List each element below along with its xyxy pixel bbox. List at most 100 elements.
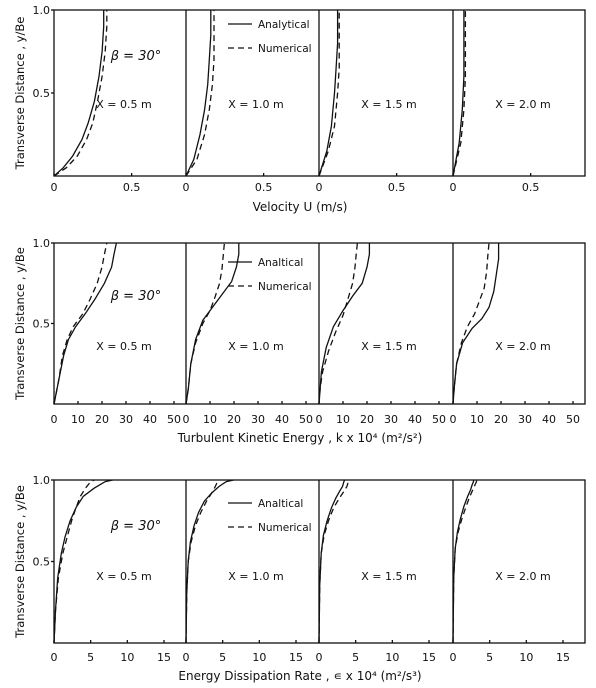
panel-label: X = 0.5 m [96, 98, 151, 111]
x-tick-label: 30 [518, 413, 532, 426]
chart-row-2: Transverse Distance , y/Be 1.0 0.5 0 10 20 30 4… [13, 237, 586, 445]
legend-entry: Numerical [258, 43, 312, 55]
x-tick-label: 0 [51, 413, 58, 426]
x-axis-label: Energy Dissipation Rate , ∊ x 10⁴ (m²/s³… [178, 669, 421, 683]
x-tick-label: 0 [316, 413, 323, 426]
series-numerical-curve [185, 242, 226, 405]
legend: Analtical Numerical [228, 498, 312, 534]
x-tick-label: 15 [157, 651, 171, 664]
panel-label: X = 2.0 m [495, 98, 550, 111]
x-tick-label: 40 [275, 413, 289, 426]
x-tick-label: 20 [227, 413, 241, 426]
x-tick-label: 5 [87, 651, 94, 664]
series-numerical-curve [318, 10, 340, 177]
panel-label: X = 1.5 m [361, 98, 416, 111]
series-analtical-curve [53, 242, 118, 405]
series-analtical-curve [185, 479, 234, 644]
series-analytical-curve [185, 10, 212, 177]
x-tick-label: 5 [486, 651, 493, 664]
chart-row-3: Transverse Distance , y/Be 1.0 0.5 0 5 10 15 X … [13, 474, 586, 683]
series-analtical-curve [185, 243, 240, 405]
x-tick-label: 20 [360, 413, 374, 426]
series-numerical-curve [318, 480, 349, 644]
x-tick-label: 0 [183, 651, 190, 664]
series-numerical-curve [185, 10, 215, 177]
y-tick-label: 1.0 [33, 4, 51, 17]
panel-label: X = 0.5 m [96, 570, 151, 583]
series-analtical-curve [452, 243, 500, 405]
x-tick-label: 0 [450, 651, 457, 664]
x-tick-label: 10 [71, 413, 85, 426]
chart-row-1: Transverse Distance , y/Be 1.0 0.5 0 0.5 X = … [13, 4, 586, 214]
beta-label: β = 30° [110, 289, 162, 304]
series-numerical-curve [53, 242, 108, 405]
series-analtical-curve [318, 479, 346, 644]
series-numerical-curve [452, 242, 490, 405]
x-tick-label: 0 [316, 181, 323, 194]
y-tick-label: 1.0 [33, 474, 51, 487]
x-tick-label: 0 [183, 181, 190, 194]
legend-entry: Numerical [258, 522, 312, 534]
series-analytical-curve [452, 10, 465, 177]
y-axis-label: Transverse Distance , y/Be [13, 247, 27, 401]
legend: Analtical Numerical [228, 257, 312, 293]
x-tick-label: 0.5 [388, 181, 406, 194]
x-tick-label: 10 [519, 651, 533, 664]
legend-entry: Analytical [258, 19, 310, 31]
series-numerical-curve [452, 10, 467, 177]
y-tick-label: 0.5 [33, 87, 51, 100]
panel-label: X = 1.5 m [361, 340, 416, 353]
x-tick-label: 50 [566, 413, 580, 426]
panel-label: X = 2.0 m [495, 570, 550, 583]
x-tick-label: 0.5 [123, 181, 141, 194]
series-numerical-curve [53, 10, 108, 177]
panel-label: X = 1.0 m [228, 570, 283, 583]
y-axis-label: Transverse Distance , y/Be [13, 485, 27, 639]
series-numerical-curve [318, 242, 359, 405]
legend-entry: Analtical [258, 257, 303, 269]
x-tick-label: 10 [470, 413, 484, 426]
x-tick-label: 40 [542, 413, 556, 426]
x-tick-label: 5 [219, 651, 226, 664]
panel-label: X = 1.0 m [228, 98, 283, 111]
x-tick-label: 15 [289, 651, 303, 664]
panel-label: X = 1.5 m [361, 570, 416, 583]
legend-entry: Numerical [258, 281, 312, 293]
x-tick-label: 40 [143, 413, 157, 426]
x-axis-label: Turbulent Kinetic Energy , k x 10⁴ (m²/s… [177, 431, 423, 445]
series-analytical-curve [318, 10, 339, 177]
panel-label: X = 0.5 m [96, 340, 151, 353]
x-axis-label: Velocity U (m/s) [253, 200, 348, 214]
x-tick-label: 15 [422, 651, 436, 664]
x-tick-label: 20 [95, 413, 109, 426]
x-tick-label: 10 [385, 651, 399, 664]
series-numerical-curve [185, 479, 220, 644]
legend-entry: Analtical [258, 498, 303, 510]
x-tick-label: 0.5 [255, 181, 273, 194]
x-tick-label: 30 [119, 413, 133, 426]
series-analtical-curve [452, 480, 475, 644]
x-tick-label: 30 [251, 413, 265, 426]
series-numerical-curve [53, 479, 95, 644]
y-axis-label: Transverse Distance , y/Be [13, 17, 27, 171]
y-tick-label: 0.5 [33, 556, 51, 569]
x-tick-label: 50 [299, 413, 313, 426]
legend: Analytical Numerical [228, 19, 312, 55]
beta-label: β = 30° [110, 49, 162, 64]
x-tick-label: 0 [450, 413, 457, 426]
x-tick-label: 10 [336, 413, 350, 426]
x-tick-label: 40 [408, 413, 422, 426]
panel-label: X = 2.0 m [495, 340, 550, 353]
x-tick-label: 0 [51, 651, 58, 664]
x-tick-label: 50 [167, 413, 181, 426]
series-numerical-curve [452, 480, 478, 644]
series-analytical-curve [53, 10, 105, 177]
x-tick-label: 0 [316, 651, 323, 664]
series-analtical-curve [53, 479, 113, 644]
x-tick-label: 5 [352, 651, 359, 664]
beta-label: β = 30° [110, 519, 162, 534]
x-tick-label: 0 [450, 181, 457, 194]
x-tick-label: 10 [203, 413, 217, 426]
series-analtical-curve [318, 243, 371, 405]
